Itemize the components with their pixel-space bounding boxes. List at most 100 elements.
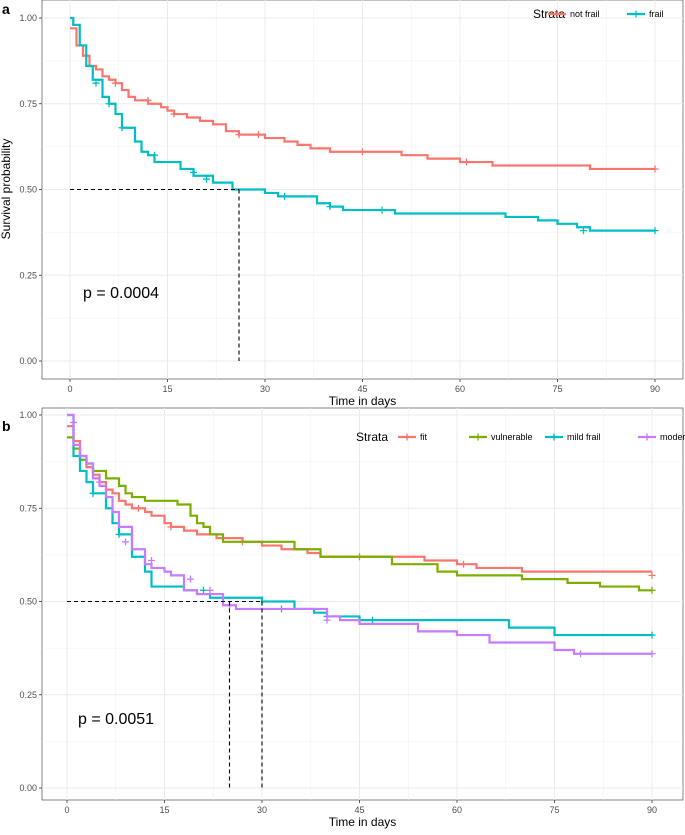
x-axis-title: Time in days — [329, 394, 397, 408]
y-tick-label: 0.50 — [19, 185, 37, 195]
panel-b: b 0 15 30 45 60 75 90 0.00 0.25 0.50 0.75 1.00 Time i… — [2, 407, 685, 829]
x-tick-label: 90 — [650, 384, 660, 394]
series-moderate-to-severe — [67, 413, 656, 658]
x-tick-label: 0 — [67, 384, 72, 394]
legend: Strata fit vulnerable mild frail moderate to… — [356, 430, 685, 444]
x-tick-label: 90 — [647, 805, 657, 815]
censor-mark — [648, 571, 656, 579]
y-tick-label: 1.00 — [19, 410, 37, 420]
censor-mark — [281, 192, 288, 200]
censor-mark — [577, 650, 584, 658]
y-tick-label: 0.00 — [19, 356, 37, 366]
censor-mark — [460, 560, 467, 568]
legend-item: fit — [398, 432, 428, 442]
survival-curve — [67, 436, 652, 592]
x-tick-label: 75 — [552, 384, 562, 394]
censor-mark — [359, 148, 366, 156]
x-tick-label: 60 — [455, 384, 465, 394]
x-tick-label: 75 — [549, 805, 559, 815]
legend-swatch-cross — [474, 433, 482, 441]
censor-mark — [105, 100, 113, 108]
censor-mark — [378, 206, 386, 214]
legend-item: vulnerable — [469, 432, 533, 442]
legend-swatch-cross — [553, 10, 561, 18]
x-tick-label: 30 — [260, 384, 270, 394]
legend-title: Strata — [356, 430, 388, 444]
x-axis-title: Time in days — [329, 815, 397, 829]
plot-area — [41, 407, 684, 801]
survival-curve — [70, 27, 655, 171]
censor-mark — [112, 79, 119, 87]
panel-a: a 0 15 30 45 60 75 90 0.00 0.25 0.50 0.75 1.00 Time i… — [0, 0, 684, 408]
panel-letter: b — [2, 418, 11, 434]
censor-mark — [92, 79, 100, 87]
y-axis-title: Survival probability — [0, 139, 13, 240]
censor-mark — [206, 586, 214, 594]
y-tick-label: 0.00 — [19, 783, 37, 793]
censor-mark — [118, 124, 126, 132]
legend-item: mild frail — [545, 432, 601, 442]
legend-label: not frail — [570, 9, 600, 19]
censor-mark — [235, 131, 243, 139]
x-tick-label: 15 — [159, 805, 169, 815]
censor-mark — [203, 175, 210, 183]
y-tick-label: 0.75 — [19, 99, 37, 109]
y-tick-label: 0.25 — [19, 690, 37, 700]
censor-mark — [187, 575, 194, 583]
censor-mark — [148, 556, 155, 564]
censor-mark — [70, 418, 77, 426]
censor-mark — [580, 227, 587, 235]
censor-mark — [648, 631, 656, 639]
censor-mark — [89, 489, 97, 497]
legend-swatch-cross — [632, 10, 640, 18]
censor-mark — [369, 616, 376, 624]
censor-mark — [648, 650, 656, 658]
x-tick-label: 30 — [257, 805, 267, 815]
legend-label: moderate to severe — [660, 432, 685, 442]
legend-swatch-cross — [403, 433, 411, 441]
y-tick-label: 0.75 — [19, 503, 37, 513]
censor-mark — [167, 523, 175, 531]
censor-mark — [651, 165, 659, 173]
legend-swatch-cross — [550, 433, 558, 441]
legend-swatch-cross — [643, 433, 651, 441]
censor-mark — [115, 530, 123, 538]
p-value-annotation: p = 0.0051 — [78, 711, 154, 728]
x-tick-label: 60 — [452, 805, 462, 815]
censor-mark — [463, 158, 470, 166]
x-tick-label: 15 — [162, 384, 172, 394]
x-tick-label: 45 — [354, 805, 364, 815]
survival-curve — [67, 425, 652, 573]
y-tick-label: 0.25 — [19, 270, 37, 280]
censor-mark — [651, 227, 659, 235]
survival-curve — [67, 413, 652, 655]
series-not-frail — [70, 27, 659, 173]
censor-mark — [96, 478, 103, 486]
legend-item: frail — [627, 9, 664, 19]
legend: Strata not frail frail — [533, 7, 664, 21]
panel-letter: a — [2, 1, 10, 17]
censor-mark — [144, 96, 152, 104]
y-tick-label: 1.00 — [19, 13, 37, 23]
p-value-annotation: p = 0.0004 — [83, 285, 159, 302]
series-frail — [70, 16, 659, 235]
legend-label: frail — [649, 9, 664, 19]
legend-label: fit — [420, 432, 428, 442]
x-tick-label: 45 — [357, 384, 367, 394]
x-tick-label: 0 — [64, 805, 69, 815]
censor-mark — [648, 586, 656, 594]
censor-mark — [255, 131, 262, 139]
censor-mark — [170, 110, 178, 118]
censor-mark — [200, 586, 207, 594]
censor-mark — [122, 538, 129, 546]
censor-mark — [323, 616, 331, 624]
legend-item: not frail — [548, 9, 600, 19]
legend-label: mild frail — [567, 432, 601, 442]
censor-mark — [326, 203, 334, 211]
legend-label: vulnerable — [491, 432, 533, 442]
censor-mark — [135, 504, 142, 512]
censor-mark — [151, 151, 158, 159]
legend-item: moderate to severe — [638, 432, 685, 442]
censor-mark — [190, 168, 197, 176]
